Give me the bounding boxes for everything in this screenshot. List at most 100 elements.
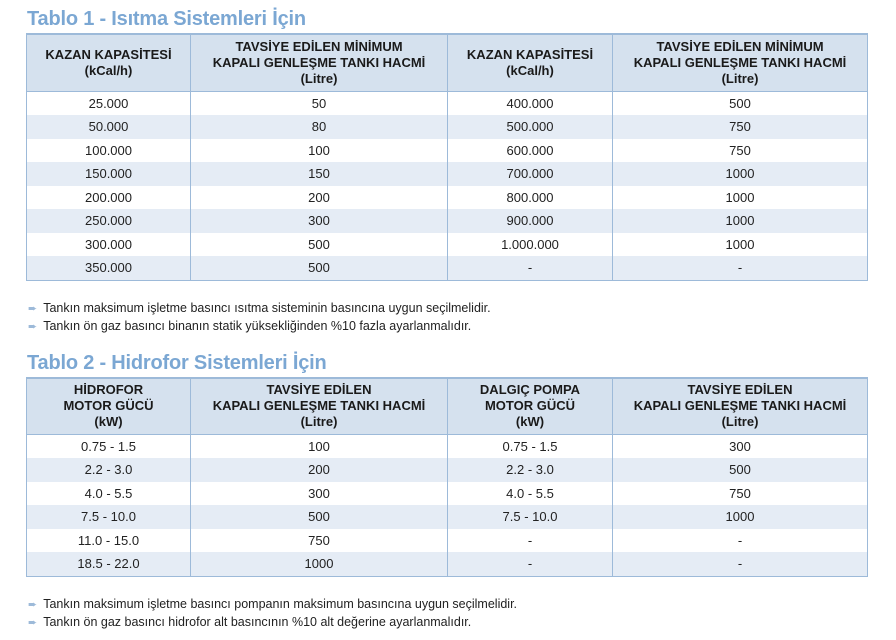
table-cell: 1000 [612, 162, 868, 186]
table-cell: 600.000 [447, 138, 613, 162]
table-cell: - [447, 552, 613, 577]
column-header: KAZAN KAPASİTESİ (kCal/h) [447, 33, 613, 92]
table1-notes: ➨ Tankın maksimum işletme basıncı ısıtma … [28, 300, 491, 336]
table-cell: 0.75 - 1.5 [26, 434, 191, 458]
table-cell: 1000 [612, 232, 868, 256]
header-line: (kCal/h) [84, 62, 133, 78]
table-cell: 1000 [612, 209, 868, 233]
table-row: 25.000 50 400.000 500 [26, 91, 868, 115]
table-cell: 4.0 - 5.5 [26, 481, 191, 505]
table-row: 2.2 - 3.0 200 2.2 - 3.0 500 [26, 458, 868, 482]
table-cell: 300 [612, 434, 868, 458]
table1-title: Tablo 1 - Isıtma Sistemleri İçin [27, 8, 306, 30]
table-cell: 400.000 [447, 91, 613, 115]
header-line: KAPALI GENLEŞME TANKI HACMİ [212, 398, 426, 414]
table-cell: 700.000 [447, 162, 613, 186]
table-cell: 500 [612, 458, 868, 482]
note-item: ➨ Tankın maksimum işletme basıncı ısıtma … [28, 300, 491, 318]
table-cell: 25.000 [26, 91, 191, 115]
table-cell: 750 [612, 481, 868, 505]
table-cell: 100 [190, 434, 448, 458]
note-item: ➨ Tankın ön gaz basıncı hidrofor alt bası… [28, 614, 517, 632]
table-cell: 2.2 - 3.0 [26, 458, 191, 482]
table-cell: 200.000 [26, 185, 191, 209]
table-cell: 300 [190, 209, 448, 233]
table-cell: 500.000 [447, 115, 613, 139]
table2-title: Tablo 2 - Hidrofor Sistemleri İçin [27, 352, 327, 374]
arrow-right-icon: ➨ [28, 617, 38, 629]
table-cell: 1000 [190, 552, 448, 577]
header-line: DALGIÇ POMPA [479, 382, 581, 398]
table-cell: 2.2 - 3.0 [447, 458, 613, 482]
heating-systems-table: KAZAN KAPASİTESİ (kCal/h) TAVSİYE EDİLEN M… [26, 33, 868, 281]
table-cell: 200 [190, 185, 448, 209]
table-cell: 750 [612, 138, 868, 162]
table-row: 350.000 500- - [26, 256, 868, 281]
hydrophore-systems-table: HİDROFOR MOTOR GÜCÜ (kW) TAVSİYE EDİLEN KAPA… [26, 377, 868, 577]
table-cell: 80 [190, 115, 448, 139]
header-line: (Litre) [300, 414, 338, 430]
table-cell: 1000 [612, 505, 868, 529]
note-item: ➨ Tankın ön gaz basıncı binanın statik yü… [28, 318, 491, 336]
note-item: ➨ Tankın maksimum işletme basıncı pompanı… [28, 596, 517, 614]
table-cell: 200 [190, 458, 448, 482]
table-row: 11.0 - 15.0 750- - [26, 528, 868, 552]
table-cell: - [612, 552, 868, 577]
table-row: 100.000 100 600.000 750 [26, 138, 868, 162]
header-line: (Litre) [721, 414, 759, 430]
table-cell: 1000 [612, 185, 868, 209]
header-line: KAZAN KAPASİTESİ [45, 46, 172, 62]
header-line: (Litre) [721, 70, 759, 86]
table-cell: 50.000 [26, 115, 191, 139]
table-cell: 50 [190, 91, 448, 115]
table-cell: 250.000 [26, 209, 191, 233]
column-header: KAZAN KAPASİTESİ (kCal/h) [26, 33, 191, 92]
table-cell: 500 [190, 256, 448, 281]
table-cell: 100 [190, 138, 448, 162]
note-text: Tankın maksimum işletme basıncı pompanın… [43, 597, 518, 611]
column-header: TAVSİYE EDİLEN MİNİMUM KAPALI GENLEŞME TA… [190, 33, 448, 92]
table-cell: 100.000 [26, 138, 191, 162]
column-header: TAVSİYE EDİLEN KAPALI GENLEŞME TANKI HACM… [190, 377, 448, 435]
table-cell: 150 [190, 162, 448, 186]
header-line: TAVSİYE EDİLEN [266, 382, 372, 398]
table-cell: 500 [190, 505, 448, 529]
table-cell: 500 [612, 91, 868, 115]
table-row: 200.000 200 800.000 1000 [26, 185, 868, 209]
table-cell: 11.0 - 15.0 [26, 528, 191, 552]
table-cell: 350.000 [26, 256, 191, 281]
header-line: TAVSİYE EDİLEN MİNİMUM [235, 38, 403, 54]
header-line: TAVSİYE EDİLEN MİNİMUM [656, 38, 824, 54]
header-line: KAPALI GENLEŞME TANKI HACMİ [633, 54, 847, 70]
header-line: (kW) [94, 414, 123, 430]
table-cell: 750 [612, 115, 868, 139]
header-line: (kW) [515, 414, 545, 430]
table-row: 300.000 500 1.000.000 1000 [26, 232, 868, 256]
table-cell: 300 [190, 481, 448, 505]
header-line: HİDROFOR [73, 382, 144, 398]
table-row: 50.000 80 500.000 750 [26, 115, 868, 139]
table2-notes: ➨ Tankın maksimum işletme basıncı pompanı… [28, 596, 517, 632]
header-line: TAVSİYE EDİLEN [687, 382, 793, 398]
table-cell: 300.000 [26, 232, 191, 256]
table-cell: 150.000 [26, 162, 191, 186]
header-line: (kCal/h) [506, 62, 554, 78]
table-cell: 7.5 - 10.0 [447, 505, 613, 529]
table-cell: - [447, 256, 613, 281]
note-text: Tankın maksimum işletme basıncı ısıtma s… [43, 301, 491, 315]
table-cell: - [447, 528, 613, 552]
column-header: DALGIÇ POMPA MOTOR GÜCÜ (kW) [447, 377, 613, 435]
note-text: Tankın ön gaz basıncı binanın statik yük… [43, 319, 472, 333]
column-header: TAVSİYE EDİLEN MİNİMUM KAPALI GENLEŞME TA… [612, 33, 868, 92]
table-cell: 750 [190, 528, 448, 552]
table-row: 7.5 - 10.0 500 7.5 - 10.0 1000 [26, 505, 868, 529]
arrow-right-icon: ➨ [28, 321, 38, 333]
note-text: Tankın ön gaz basıncı hidrofor alt basın… [43, 615, 472, 629]
table-cell: 900.000 [447, 209, 613, 233]
header-line: KAPALI GENLEŞME TANKI HACMİ [633, 398, 847, 414]
table-row: 150.000 150 700.000 1000 [26, 162, 868, 186]
table-cell: 800.000 [447, 185, 613, 209]
header-line: (Litre) [300, 70, 338, 86]
table-row: 4.0 - 5.5 300 4.0 - 5.5 750 [26, 481, 868, 505]
arrow-right-icon: ➨ [28, 303, 38, 315]
